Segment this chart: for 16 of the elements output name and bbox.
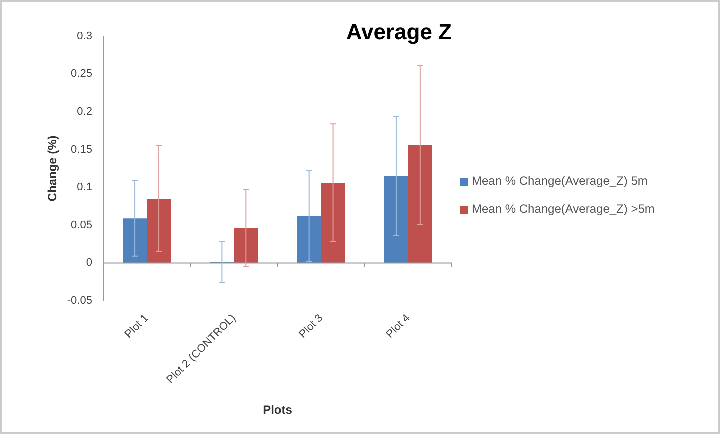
y-tick-label: 0.3	[77, 30, 92, 42]
y-tick-label: 0.05	[71, 219, 92, 232]
chart-title: Average Z	[346, 19, 452, 44]
x-tick-label: Plot 4	[384, 312, 413, 341]
y-tick-label: 0.15	[71, 144, 92, 156]
y-axis-title: Change (%)	[46, 136, 60, 202]
x-axis-title: Plots	[263, 403, 293, 418]
y-tick-label: 0	[86, 257, 92, 270]
y-tick-label: 0.2	[77, 106, 92, 118]
legend-label: Mean % Change(Average_Z) >5m	[472, 202, 655, 216]
y-tick-label: 0.1	[77, 182, 92, 194]
y-tick-label: 0.25	[71, 68, 92, 80]
legend-label: Mean % Change(Average_Z) 5m	[472, 174, 648, 188]
x-tick-label: Plot 1	[122, 312, 152, 341]
x-tick-label: Plot 3	[297, 312, 326, 341]
y-tick-label: -0.05	[67, 295, 92, 308]
